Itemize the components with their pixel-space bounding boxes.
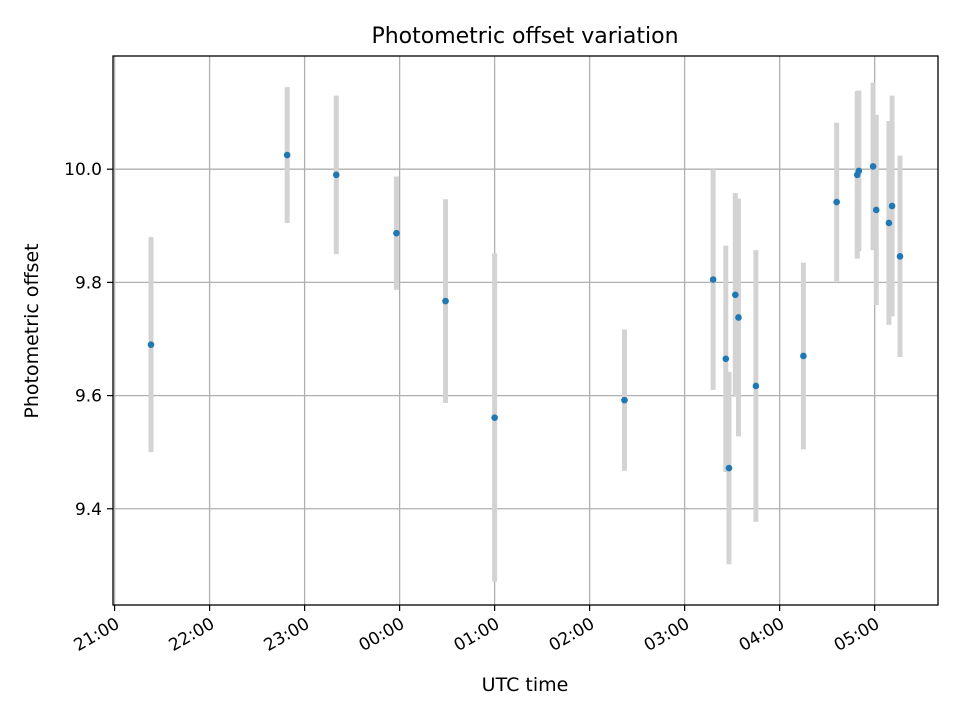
data-point bbox=[872, 206, 880, 214]
data-point bbox=[869, 163, 877, 170]
y-tick-label: 10.0 bbox=[64, 160, 102, 180]
data-point bbox=[722, 355, 730, 363]
data-point bbox=[896, 253, 904, 260]
data-point bbox=[735, 314, 742, 321]
y-axis-label: Photometric offset bbox=[21, 243, 43, 418]
data-point bbox=[800, 352, 807, 360]
data-point bbox=[393, 229, 400, 237]
x-axis-label: UTC time bbox=[482, 674, 569, 696]
data-point bbox=[725, 464, 733, 472]
data-point bbox=[332, 171, 340, 179]
data-point bbox=[283, 151, 291, 159]
chart-title: Photometric offset variation bbox=[371, 24, 678, 49]
data-point bbox=[855, 167, 863, 175]
data-point bbox=[833, 198, 840, 206]
data-point bbox=[621, 396, 628, 404]
data-point bbox=[491, 414, 498, 421]
data-point bbox=[888, 202, 896, 210]
data-points bbox=[147, 151, 904, 472]
plot-frame bbox=[112, 55, 939, 606]
data-point bbox=[732, 291, 739, 299]
y-tick-label: 9.6 bbox=[75, 387, 102, 407]
data-point bbox=[752, 382, 760, 390]
y-tick-label: 9.4 bbox=[75, 500, 102, 520]
data-point bbox=[885, 219, 893, 227]
data-point bbox=[147, 341, 155, 348]
data-point bbox=[442, 297, 449, 305]
y-tick-label: 9.8 bbox=[75, 273, 102, 293]
data-point bbox=[709, 276, 717, 283]
